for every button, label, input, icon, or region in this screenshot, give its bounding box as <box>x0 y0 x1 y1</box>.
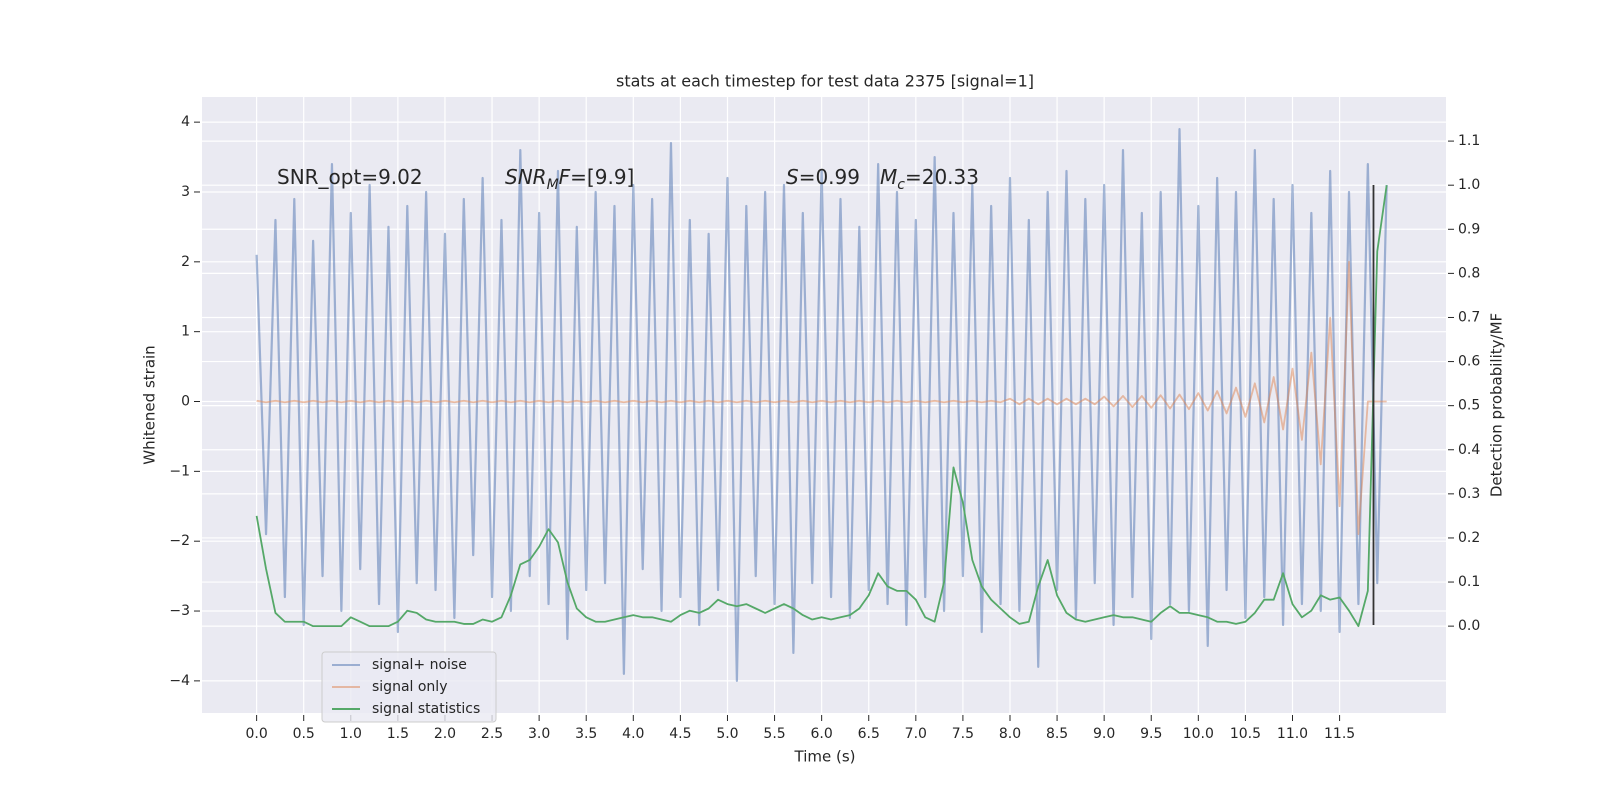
y-tick-label: 3 <box>181 184 190 200</box>
x-tick-label: 3.5 <box>575 726 597 742</box>
y-tick-label: −3 <box>169 603 190 619</box>
grid <box>202 97 1446 713</box>
x-tick-label: 2.0 <box>434 726 456 742</box>
y-tick-label: −2 <box>169 533 190 549</box>
x-tick-label: 8.0 <box>999 726 1021 742</box>
y2-axis-label: Detection probability/MF <box>1488 313 1506 497</box>
annotation: S=0.99 <box>786 165 860 189</box>
annotation-part: =[9.9] <box>570 165 634 189</box>
x-tick-label: 1.0 <box>340 726 362 742</box>
x-tick-label: 1.5 <box>387 726 409 742</box>
x-tick-label: 7.5 <box>952 726 974 742</box>
annotation-part: =20.33 <box>905 165 979 189</box>
x-tick-label: 0.5 <box>293 726 315 742</box>
y2-tick-label: 0.1 <box>1458 574 1480 590</box>
legend-box <box>321 651 497 723</box>
annotation: SNRMF=[9.9] <box>505 165 634 193</box>
x-tick-label: 6.0 <box>811 726 833 742</box>
legend-label: signal statistics <box>372 701 480 717</box>
annotation-part: F <box>559 165 571 189</box>
y-tick-label: 0 <box>181 394 190 410</box>
legend-label: signal only <box>372 679 447 695</box>
series-line <box>255 128 1388 682</box>
annotation-part: =0.99 <box>799 165 860 189</box>
x-tick-label: 4.5 <box>669 726 691 742</box>
x-tick-label: 5.5 <box>763 726 785 742</box>
x-tick-label: 8.5 <box>1046 726 1068 742</box>
annotation-part: c <box>897 177 905 193</box>
x-tick-label: 0.0 <box>245 726 267 742</box>
x-tick-label: 2.5 <box>481 726 503 742</box>
x-tick-label: 11.5 <box>1324 726 1355 742</box>
y-tick-label: −4 <box>169 673 190 689</box>
y2-tick-label: 0.3 <box>1458 486 1480 502</box>
series-line <box>255 185 1388 628</box>
y2-tick-label: 0.5 <box>1458 398 1480 414</box>
x-tick-label: 4.0 <box>622 726 644 742</box>
y-tick-label: 2 <box>181 254 190 270</box>
annotation-part: M <box>547 177 559 193</box>
y-tick-label: 1 <box>181 324 190 340</box>
x-tick-label: 10.5 <box>1230 726 1261 742</box>
y2-tick-label: 0.9 <box>1458 221 1480 237</box>
x-tick-label: 9.5 <box>1140 726 1162 742</box>
x-axis-label: Time (s) <box>794 748 856 766</box>
y-tick-label: 4 <box>181 114 190 130</box>
series-line <box>256 260 1387 536</box>
y2-tick-label: 0.8 <box>1458 265 1480 281</box>
annotation: SNR_opt=9.02 <box>277 165 423 189</box>
annotation-part: SNR <box>505 165 547 189</box>
legend-label: signal+ noise <box>372 657 467 673</box>
y2-tick-label: 0.7 <box>1458 309 1480 325</box>
x-tick-label: 6.5 <box>858 726 880 742</box>
y-tick-label: −1 <box>169 463 190 479</box>
annotation-part: M <box>880 165 897 189</box>
x-tick-label: 7.0 <box>905 726 927 742</box>
y-axis-label: Whitened strain <box>141 345 159 464</box>
x-tick-label: 10.0 <box>1183 726 1214 742</box>
y2-tick-label: 0.6 <box>1458 354 1480 370</box>
annotation-part: S <box>786 165 799 189</box>
chart-title: stats at each timestep for test data 237… <box>616 72 1034 91</box>
y2-tick-label: 1.0 <box>1458 177 1480 193</box>
x-tick-label: 9.0 <box>1093 726 1115 742</box>
y2-tick-label: 1.1 <box>1458 133 1480 149</box>
annotation: Mc=20.33 <box>880 165 979 193</box>
x-tick-label: 5.0 <box>716 726 738 742</box>
y2-tick-label: 0.4 <box>1458 442 1480 458</box>
y2-tick-label: 0.0 <box>1458 618 1480 634</box>
y2-tick-label: 0.2 <box>1458 530 1480 546</box>
annotation-part: SNR_opt=9.02 <box>277 165 423 189</box>
x-tick-label: 11.0 <box>1277 726 1308 742</box>
x-tick-label: 3.0 <box>528 726 550 742</box>
